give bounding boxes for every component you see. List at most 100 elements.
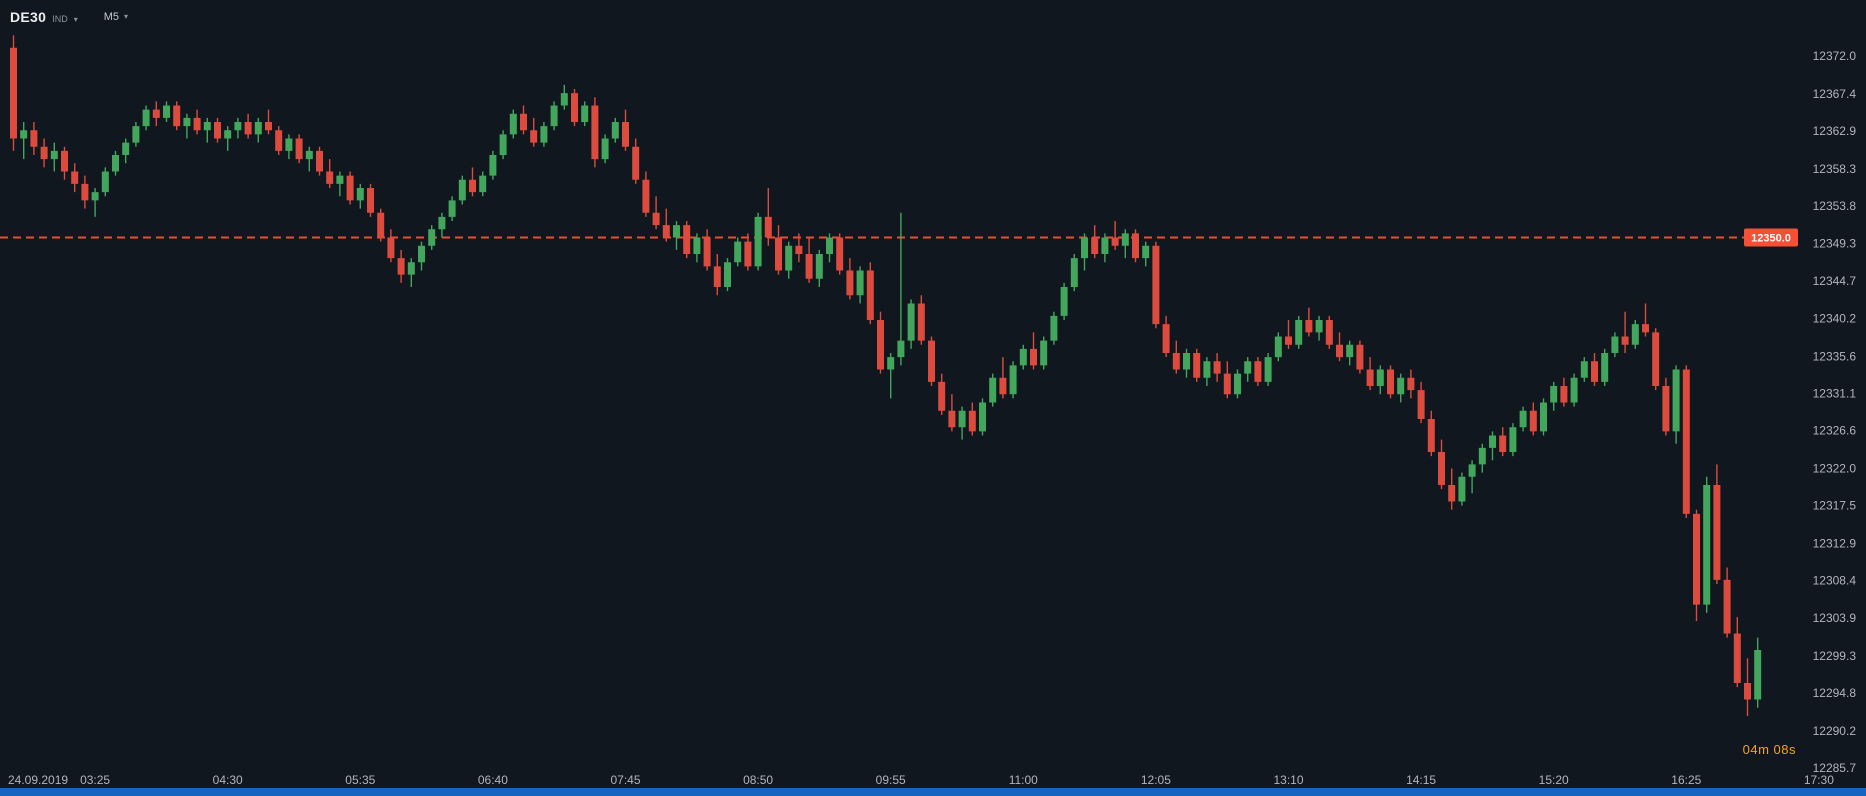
price-alert-badge[interactable]: 12350.0 [1744,228,1798,247]
candle [1376,365,1384,395]
candle [571,89,578,127]
candle [530,117,538,147]
candle [469,167,476,197]
candle [1387,365,1394,399]
candle-body [40,146,48,160]
candle [428,225,436,250]
price-axis-label: 12362.9 [1813,124,1857,138]
time-axis-label: 03:25 [80,773,110,787]
candle-body [1152,245,1160,325]
candle [805,237,813,283]
price-alert-label-bg[interactable] [1744,228,1798,247]
candle-body [254,122,262,135]
candle-body [377,212,385,238]
candle [1489,431,1496,461]
candle [387,229,395,263]
candle [785,241,793,279]
candle-body [826,237,833,254]
price-axis-label: 12285.7 [1813,761,1857,775]
candle-body [509,113,517,135]
candle [367,183,374,217]
candle [295,134,303,164]
candle-body [1121,233,1129,246]
timeframe-selector[interactable]: M5 ▾ [104,11,128,23]
candle [1274,332,1282,362]
candle-body [754,216,762,267]
candle-body [693,237,701,254]
candle-body [1387,369,1394,395]
candle-body [479,175,487,193]
candle [1030,332,1037,370]
candle-body [887,357,895,370]
candle [305,146,313,172]
candle [183,113,191,139]
instrument-selector[interactable]: DE30 IND ▾ [10,9,78,25]
candle-body [591,105,599,160]
candle-body [571,93,578,122]
candle-body [346,175,354,201]
candle [91,188,99,217]
time-axis-label: 12:05 [1141,773,1171,787]
candle [1325,315,1333,349]
candle-body [897,340,905,358]
time-axis-label: 04:30 [213,773,243,787]
candle [1733,617,1741,688]
candle [703,229,711,271]
candle [1703,476,1711,613]
candle [50,142,58,172]
candle-body [1223,373,1231,395]
candle-body [1682,369,1690,514]
candle-body [1540,402,1547,432]
candle-body [917,303,925,341]
candle [316,146,323,176]
candle [775,225,782,275]
candle [1132,229,1139,263]
candle-body [61,150,68,172]
candle [866,262,874,325]
candle-body [469,179,476,193]
candle [1693,509,1700,622]
candle [1060,282,1068,320]
candle-body [622,122,629,147]
candle-body [877,320,884,370]
candle-body [489,155,497,176]
candle [989,373,997,407]
candle-body [305,150,313,160]
candle-body [632,146,640,180]
timeframe-label: M5 [103,11,120,23]
candle [407,258,415,287]
candle-body [1111,237,1119,246]
candle-body [601,138,609,160]
candle [724,258,731,292]
candle-body [30,130,38,147]
candle-body [101,171,109,193]
price-axis[interactable]: 12372.0 12367.4 12362.9 12358.3 12353.8 12349… [1813,49,1857,775]
candle-body [1050,315,1058,341]
candle-body [550,105,558,127]
price-axis-label: 12322.0 [1813,462,1857,476]
candle [520,105,527,135]
candle-body [662,225,670,238]
candle-body [336,175,344,184]
candle-body [1183,353,1190,370]
candle [958,406,966,440]
candle [418,241,425,271]
candle [1550,381,1558,411]
candle [163,101,170,122]
candle [795,233,803,263]
time-axis[interactable]: 24.09.2019 03:25 04:30 05:35 06:40 07:45 08:50… [8,773,1834,787]
candle-body [1427,419,1435,452]
candle-body [1519,410,1527,428]
candle-body [1336,344,1343,358]
candle [122,138,130,164]
price-axis-label: 12317.5 [1813,499,1857,513]
candle-body [1081,237,1088,259]
candle-body [999,377,1007,395]
candle-body [1060,287,1068,316]
candles-layer [10,35,1762,716]
price-axis-label: 12326.6 [1813,424,1857,438]
candle-body [1193,353,1201,378]
candle-body [1407,377,1415,391]
candle-body [193,117,201,131]
